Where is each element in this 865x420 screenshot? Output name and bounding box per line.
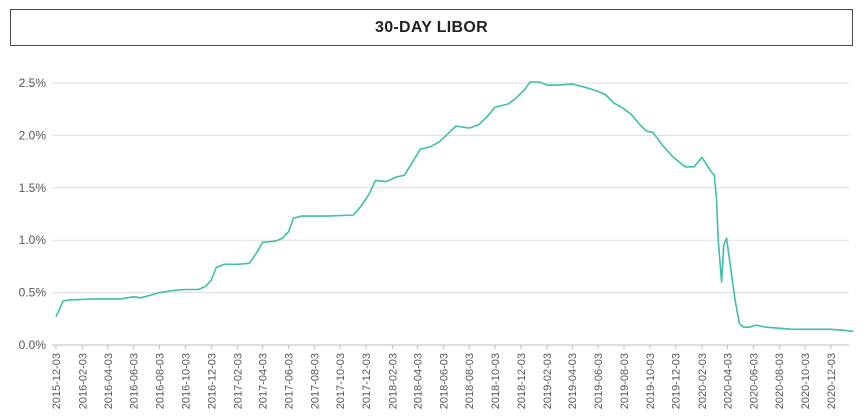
x-tick-label: 2016-06-03: [129, 353, 141, 409]
x-tick-label: 2018-02-03: [387, 353, 399, 409]
x-tick-label: 2019-10-03: [645, 353, 657, 409]
x-tick-label: 2020-06-03: [748, 353, 760, 409]
x-tick-label: 2017-10-03: [335, 353, 347, 409]
x-tick-label: 2018-06-03: [438, 353, 450, 409]
x-tick-label: 2017-12-03: [361, 353, 373, 409]
x-axis-ticks: 2015-12-03 2016-02-03 2016-04-03 2016-06-03…: [51, 345, 838, 409]
x-tick-label: 2019-08-03: [619, 353, 631, 409]
y-tick-label: 2.0%: [19, 128, 47, 142]
x-tick-label: 2015-12-03: [51, 353, 63, 409]
x-tick-label: 2020-08-03: [774, 353, 786, 409]
x-tick-label: 2018-04-03: [412, 353, 424, 409]
y-tick-label: 0.5%: [19, 286, 47, 300]
x-tick-label: 2017-06-03: [283, 353, 295, 409]
x-tick-label: 2020-04-03: [722, 353, 734, 409]
y-tick-label: 0.0%: [19, 338, 47, 352]
x-tick-label: 2017-08-03: [309, 353, 321, 409]
x-tick-label: 2020-02-03: [697, 353, 709, 409]
chart-title: 30-DAY LIBOR: [375, 18, 488, 36]
x-tick-label: 2019-02-03: [542, 353, 554, 409]
x-tick-label: 2016-02-03: [77, 353, 89, 409]
x-tick-label: 2019-12-03: [671, 353, 683, 409]
x-tick-label: 2016-04-03: [103, 353, 115, 409]
grid-lines: [52, 82, 849, 346]
x-tick-label: 2019-06-03: [593, 353, 605, 409]
y-axis-ticks: 0.0% 0.5% 1.0% 1.5% 2.0% 2.5%: [19, 76, 47, 352]
x-tick-label: 2016-12-03: [206, 353, 218, 409]
x-tick-label: 2017-04-03: [258, 353, 270, 409]
x-tick-label: 2020-10-03: [800, 353, 812, 409]
x-tick-label: 2018-10-03: [490, 353, 502, 409]
y-tick-label: 2.5%: [19, 76, 47, 90]
x-tick-label: 2019-04-03: [567, 353, 579, 409]
x-tick-label: 2018-12-03: [516, 353, 528, 409]
x-tick-label: 2016-08-03: [155, 353, 167, 409]
x-tick-label: 2018-08-03: [464, 353, 476, 409]
x-tick-label: 2017-02-03: [233, 353, 245, 409]
y-tick-label: 1.5%: [19, 181, 47, 195]
x-tick-label: 2016-10-03: [180, 353, 192, 409]
chart-title-box: 30-DAY LIBOR: [10, 9, 853, 46]
x-tick-label: 2020-12-03: [826, 353, 838, 409]
libor-series-line: [55, 81, 854, 333]
y-tick-label: 1.0%: [19, 233, 47, 247]
